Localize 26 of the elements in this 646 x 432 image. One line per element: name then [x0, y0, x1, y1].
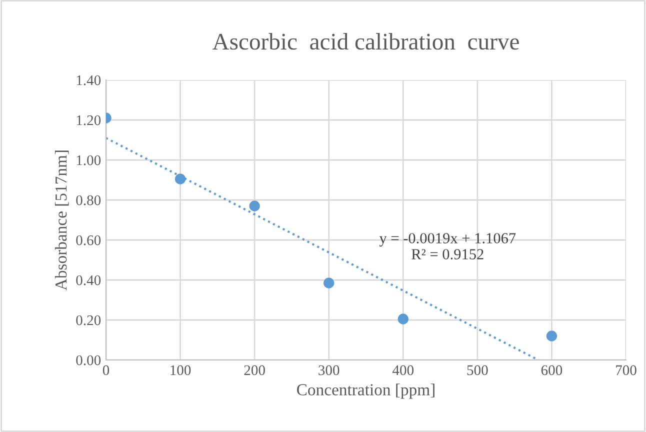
y-tick-label: 1.00: [76, 155, 101, 166]
y-axis-title: Absorbance [517nm]: [54, 150, 69, 290]
point: [398, 314, 408, 324]
y-tick-label: 0.00: [76, 355, 101, 366]
x-axis-title: Concentration [ppm]: [297, 384, 434, 399]
annotation: y = -0.0019x + 1.1067: [379, 233, 516, 247]
x-tick-label: 500: [467, 365, 488, 376]
x-tick-label: 0: [102, 365, 110, 376]
chart-title: Ascorbic acid calibration curve: [212, 33, 519, 50]
x-tick-label: 600: [541, 365, 562, 376]
point: [174, 174, 186, 184]
x-tick-label: 300: [318, 365, 340, 376]
x-tick-label: 200: [244, 365, 265, 376]
point: [324, 278, 334, 288]
y-tick-label: 0.20: [76, 315, 101, 326]
y-tick-label: 0.60: [76, 235, 101, 246]
x-tick-label: 400: [392, 365, 414, 376]
y-tick-label: 1.40: [76, 75, 101, 86]
x-tick-label: 100: [170, 365, 191, 376]
point: [546, 330, 558, 342]
y-tick-label: 0.40: [76, 275, 101, 286]
point: [249, 200, 260, 212]
y-tick-label: 0.80: [76, 195, 101, 206]
y-tick-label: 1.20: [76, 115, 101, 126]
annotation: R² = 0.9152: [412, 249, 484, 260]
x-tick-label: 700: [616, 365, 636, 376]
